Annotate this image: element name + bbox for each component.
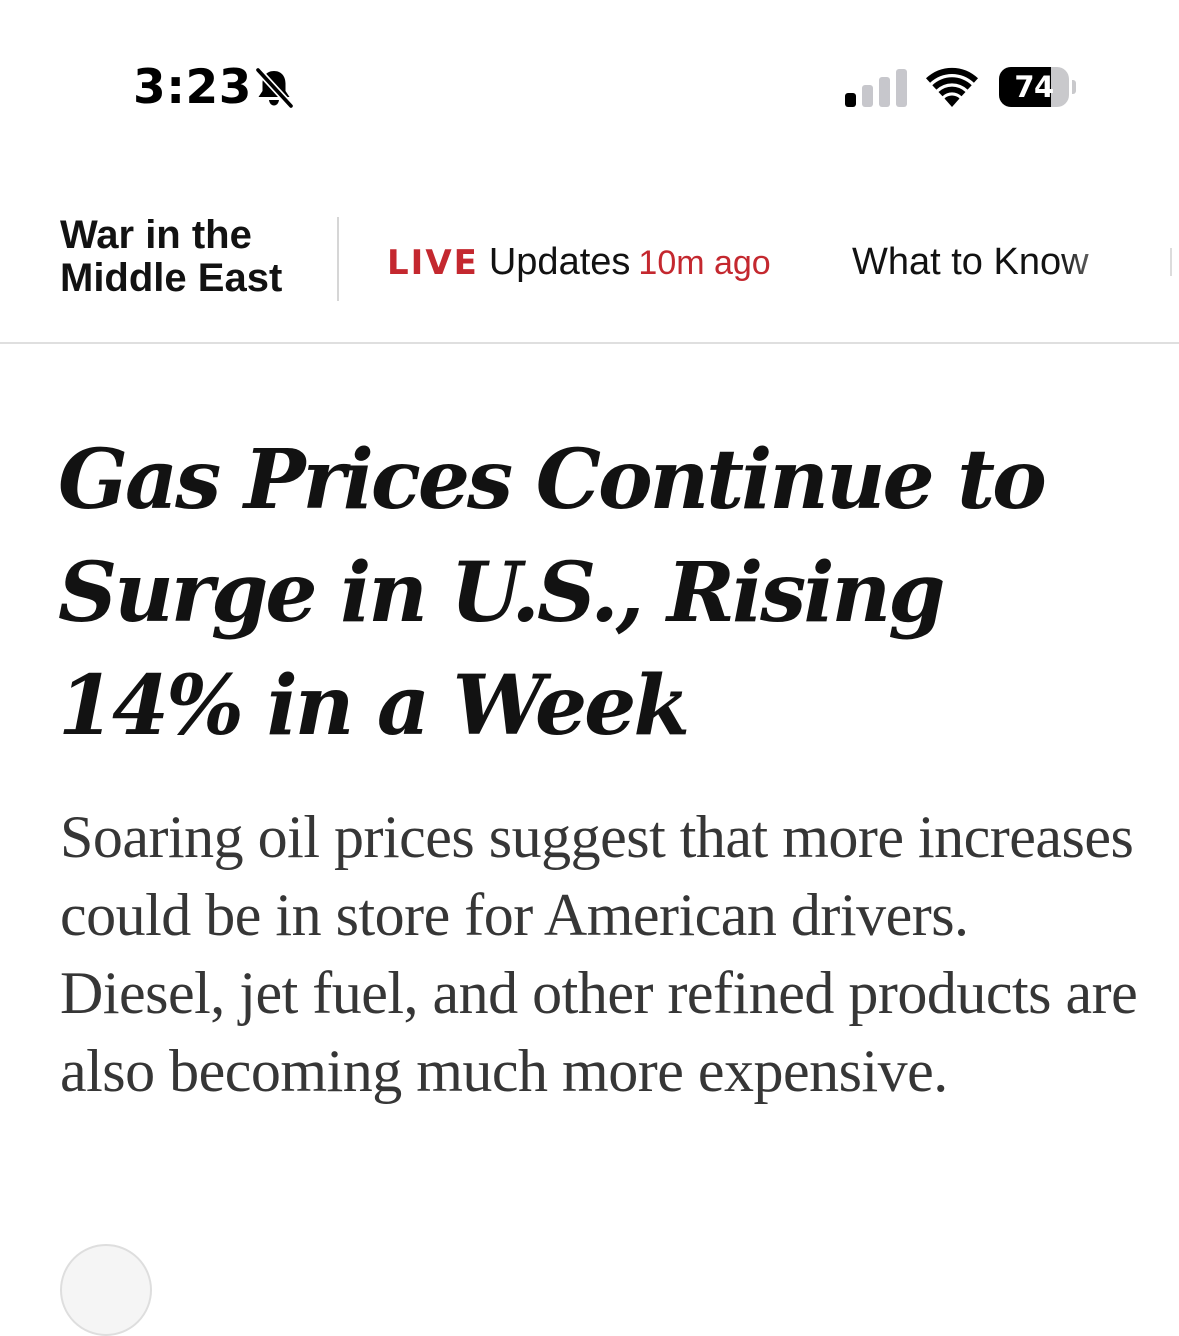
topic-nav: War in the Middle East LIVE Updates 10m ag… [0,190,1179,344]
status-bar: 3:23 74 [0,0,1179,150]
wifi-icon [926,67,978,107]
author-avatar[interactable] [60,1244,152,1336]
topic-title-link[interactable]: War in the Middle East [60,213,283,300]
what-to-know-link[interactable]: What to Know [852,241,1089,283]
updates-label: Updates [488,241,631,283]
live-tag: LIVE [387,243,479,283]
battery-cap [1072,80,1076,94]
signal-bar [845,93,856,107]
status-time: 3:23 [133,60,252,115]
signal-bar [862,85,873,107]
bell-slash-icon [254,66,295,110]
battery-body: 74 [999,67,1069,107]
article-headline: Gas Prices Continue to Surge in U.S., Ri… [58,432,1047,754]
battery-fill [999,67,1051,107]
updated-time: 10m ago [638,244,771,282]
live-updates-link[interactable]: LIVE Updates 10m ago [387,238,771,287]
nav-divider [1170,248,1172,276]
signal-bar [879,77,890,107]
article-summary: Soaring oil prices suggest that more inc… [60,804,1138,1104]
nav-divider [337,217,339,301]
battery-icon: 74 [999,67,1076,109]
battery-level: 74 [1014,70,1054,104]
cellular-signal-icon [845,69,907,107]
signal-bar [896,69,907,107]
nav-scroll-fade [1059,190,1179,340]
